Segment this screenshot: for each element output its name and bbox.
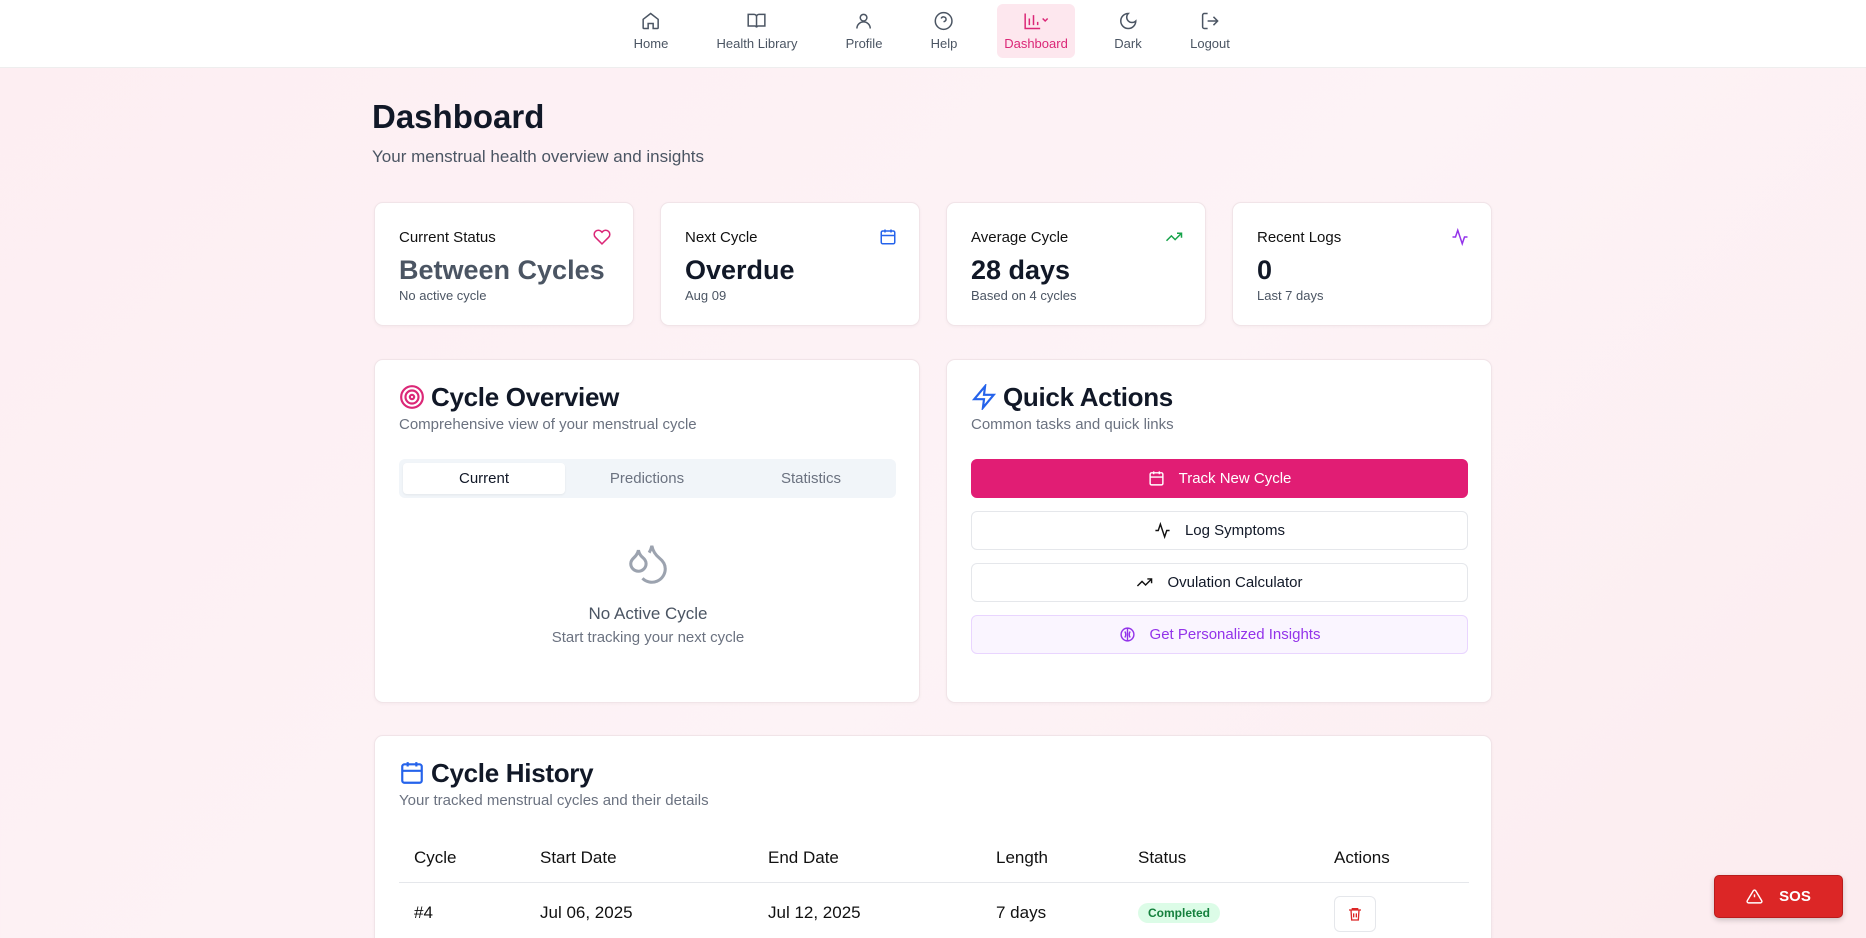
nav-label: Home (633, 36, 669, 51)
page-title: Dashboard (372, 98, 545, 135)
section-subtitle: Comprehensive view of your menstrual cyc… (399, 416, 697, 433)
action-button[interactable]: Ovulation Calculator (971, 563, 1468, 602)
delete-button[interactable] (1334, 896, 1376, 932)
button-label: Ovulation Calculator (1167, 574, 1303, 591)
button-label: Track New Cycle (1178, 470, 1292, 487)
table-header: Start Date (540, 848, 617, 867)
nav-label: Logout (1190, 36, 1230, 51)
nav-label: Dashboard (1004, 36, 1068, 51)
table-cell: #4 (414, 903, 433, 922)
stat-label: Average Cycle (971, 229, 1069, 246)
cycle-history-card: Cycle History Your tracked menstrual cyc… (374, 735, 1492, 938)
section-subtitle: Common tasks and quick links (971, 416, 1174, 433)
action-button[interactable]: Get Personalized Insights (971, 615, 1468, 654)
nav-logout[interactable]: Logout (1182, 4, 1238, 58)
stat-sub: No active cycle (399, 288, 487, 303)
nav-dark[interactable]: Dark (1106, 4, 1149, 58)
nav-profile[interactable]: Profile (838, 4, 891, 58)
button-label: Get Personalized Insights (1149, 626, 1321, 643)
table-header: Cycle (414, 848, 457, 867)
sos-button[interactable]: SOS (1714, 875, 1843, 918)
stat-value: Overdue (685, 255, 795, 285)
section-title: Quick Actions (1003, 382, 1173, 412)
table-header: Status (1138, 848, 1187, 867)
stat-card: Average Cycle 28 days Based on 4 cycles (946, 202, 1206, 326)
nav-label: Help (930, 36, 958, 51)
table-cell: Jul 12, 2025 (768, 903, 861, 922)
table-cell: 7 days (996, 903, 1047, 922)
nav-label: Health Library (716, 36, 798, 51)
table-header: Actions (1334, 848, 1390, 867)
tab[interactable]: Current (403, 463, 565, 494)
tab[interactable]: Statistics (780, 470, 841, 487)
status-badge: Completed (1138, 903, 1221, 923)
cycle-overview-card: Cycle Overview Comprehensive view of you… (374, 359, 920, 703)
section-subtitle: Your tracked menstrual cycles and their … (399, 792, 709, 809)
table-cell: Jul 06, 2025 (540, 903, 633, 922)
button-label: Log Symptoms (1184, 522, 1286, 539)
empty-title: No Active Cycle (588, 604, 708, 623)
stat-card: Next Cycle Overdue Aug 09 (660, 202, 920, 326)
nav-dashboard[interactable]: Dashboard (997, 4, 1075, 58)
quick-actions-card: Quick Actions Common tasks and quick lin… (946, 359, 1492, 703)
nav-help[interactable]: Help (923, 4, 966, 58)
empty-text: Start tracking your next cycle (551, 629, 745, 646)
table-header: Length (996, 848, 1048, 867)
stat-label: Current Status (399, 229, 496, 246)
stat-value: Between Cycles (399, 255, 605, 285)
page-subtitle: Your menstrual health overview and insig… (372, 147, 705, 166)
stat-value: 28 days (971, 255, 1071, 285)
top-nav: Home Health Library Profile Help Dashboa… (0, 0, 1866, 68)
stat-value: 0 (1257, 255, 1273, 285)
nav-library[interactable]: Health Library (709, 4, 806, 58)
stat-sub: Aug 09 (685, 288, 727, 303)
stat-card: Recent Logs 0 Last 7 days (1232, 202, 1492, 326)
tab[interactable]: Predictions (609, 470, 685, 487)
table-divider (399, 882, 1469, 883)
nav-label: Dark (1114, 36, 1142, 51)
section-title: Cycle Overview (431, 382, 620, 412)
table-header: End Date (768, 848, 839, 867)
nav-label: Profile (845, 36, 883, 51)
droplets-icon (629, 545, 667, 584)
stat-card: Current Status Between Cycles No active … (374, 202, 634, 326)
sos-label: SOS (1779, 888, 1811, 905)
stat-label: Recent Logs (1257, 229, 1342, 246)
stat-label: Next Cycle (685, 229, 758, 246)
action-button[interactable]: Track New Cycle (971, 459, 1468, 498)
nav-home[interactable]: Home (626, 4, 677, 58)
tab-bar: Current Predictions Statistics (399, 459, 896, 498)
stat-sub: Last 7 days (1257, 288, 1324, 303)
action-button[interactable]: Log Symptoms (971, 511, 1468, 550)
stat-sub: Based on 4 cycles (971, 288, 1077, 303)
section-title: Cycle History (431, 758, 594, 788)
